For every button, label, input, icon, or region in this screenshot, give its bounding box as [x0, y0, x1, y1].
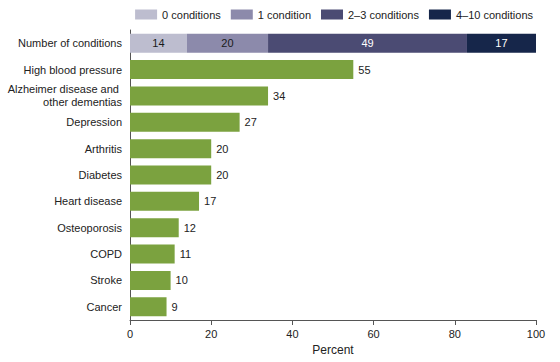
svg-text:20: 20 [216, 169, 228, 181]
svg-text:20: 20 [205, 328, 217, 340]
svg-text:40: 40 [286, 328, 298, 340]
svg-text:Percent: Percent [312, 343, 354, 357]
svg-text:20: 20 [221, 37, 233, 49]
svg-text:27: 27 [245, 116, 257, 128]
svg-text:12: 12 [184, 222, 196, 234]
svg-text:Stroke: Stroke [90, 274, 122, 286]
svg-text:High blood pressure: High blood pressure [24, 64, 122, 76]
svg-text:10: 10 [176, 274, 188, 286]
svg-text:Number of conditions: Number of conditions [18, 37, 122, 49]
svg-text:4–10 conditions: 4–10 conditions [456, 9, 534, 21]
svg-text:0: 0 [127, 328, 133, 340]
svg-text:11: 11 [180, 248, 191, 260]
svg-text:9: 9 [172, 301, 178, 313]
svg-text:0 conditions: 0 conditions [162, 9, 221, 21]
svg-text:100: 100 [527, 328, 545, 340]
svg-text:Arthritis: Arthritis [85, 143, 123, 155]
svg-text:34: 34 [273, 90, 285, 102]
svg-text:49: 49 [361, 37, 373, 49]
svg-text:17: 17 [204, 195, 216, 207]
svg-text:COPD: COPD [90, 248, 122, 260]
svg-text:14: 14 [152, 37, 164, 49]
svg-text:1 condition: 1 condition [258, 9, 311, 21]
svg-text:17: 17 [495, 37, 507, 49]
svg-text:Alzheimer disease and: Alzheimer disease and [8, 83, 122, 95]
svg-text:Heart disease: Heart disease [54, 195, 122, 207]
svg-text:other dementias: other dementias [43, 96, 122, 108]
svg-text:60: 60 [367, 328, 379, 340]
svg-text:Cancer: Cancer [87, 301, 123, 313]
svg-text:Osteoporosis: Osteoporosis [57, 222, 122, 234]
svg-text:20: 20 [216, 143, 228, 155]
svg-text:Depression: Depression [66, 116, 122, 128]
svg-text:2–3 conditions: 2–3 conditions [348, 9, 419, 21]
svg-text:Diabetes: Diabetes [79, 169, 123, 181]
svg-text:80: 80 [449, 328, 461, 340]
svg-text:55: 55 [358, 64, 370, 76]
